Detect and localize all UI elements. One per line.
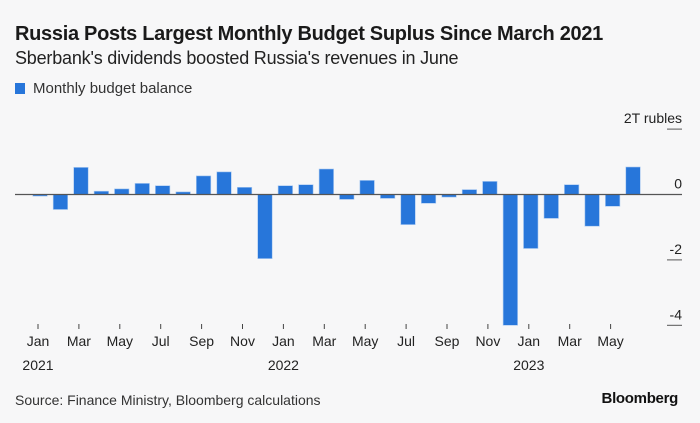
x-tick-label: Mar (312, 333, 336, 349)
y-tick-label: -2 (670, 241, 683, 257)
bar-2023-04 (584, 194, 600, 227)
bar-2021-02 (52, 194, 69, 210)
x-tick-year: 2022 (268, 357, 299, 373)
x-tick-label: Jul (152, 333, 170, 349)
source-note: Source: Finance Ministry, Bloomberg calc… (15, 392, 321, 408)
y-tick-label: 2T rubles (624, 110, 682, 126)
bar-2022-08 (420, 194, 437, 204)
bar-2022-02 (298, 184, 314, 195)
x-tick-label: Nov (475, 333, 500, 349)
chart-subtitle: Sberbank's dividends boosted Russia's re… (15, 48, 459, 68)
x-tick-label: May (107, 333, 133, 349)
bar-2021-12 (257, 194, 273, 259)
bar-2022-10 (461, 189, 478, 195)
bar-2023-03 (564, 184, 580, 195)
x-tick-label: Jan (27, 333, 50, 349)
bar-2022-03 (318, 168, 334, 195)
chart-title: Russia Posts Largest Monthly Budget Supl… (15, 23, 604, 45)
x-tick-label: May (352, 333, 378, 349)
legend-swatch (15, 83, 25, 94)
x-tick-label: Jul (397, 333, 415, 349)
legend: Monthly budget balance (15, 80, 192, 97)
x-tick-year: 2023 (513, 357, 544, 373)
bloomberg-logo: Bloomberg (601, 390, 679, 407)
bar-2022-07 (400, 194, 416, 225)
x-tick-year: 2021 (22, 357, 53, 373)
bar-2023-06 (625, 166, 641, 195)
x-tick-label: Mar (67, 333, 91, 349)
x-tick-label: Sep (435, 333, 460, 349)
x-tick-label: Jan (272, 333, 295, 349)
bar-2023-05 (605, 194, 621, 207)
bar-2022-01 (277, 185, 293, 195)
bar-2023-01 (523, 194, 539, 249)
x-tick-label: Jan (518, 333, 541, 349)
bar-2021-06 (134, 183, 150, 195)
y-tick-label: 0 (674, 176, 682, 192)
bar-2021-05 (114, 188, 130, 195)
x-tick-label: Nov (230, 333, 255, 349)
bar-2023-02 (543, 194, 559, 219)
bar-2022-12 (502, 194, 518, 326)
y-tick-label: -4 (670, 306, 683, 322)
x-tick-label: Mar (558, 333, 582, 349)
x-tick-label: Sep (189, 333, 214, 349)
bar-2021-11 (237, 187, 253, 195)
bar-2022-04 (339, 194, 355, 200)
bar-2021-03 (73, 167, 89, 195)
bar-chart: Jan 2021 Mar May Jul Sep Nov Jan 2022 Mar May Jul Se… (15, 110, 683, 373)
bar-2021-09 (196, 175, 212, 195)
bar-2021-10 (216, 171, 232, 195)
legend-label: Monthly budget balance (33, 80, 193, 97)
x-tick-label: May (597, 333, 623, 349)
bar-2021-07 (155, 185, 171, 195)
bar-2022-11 (482, 181, 498, 195)
bar-2022-05 (359, 180, 375, 195)
